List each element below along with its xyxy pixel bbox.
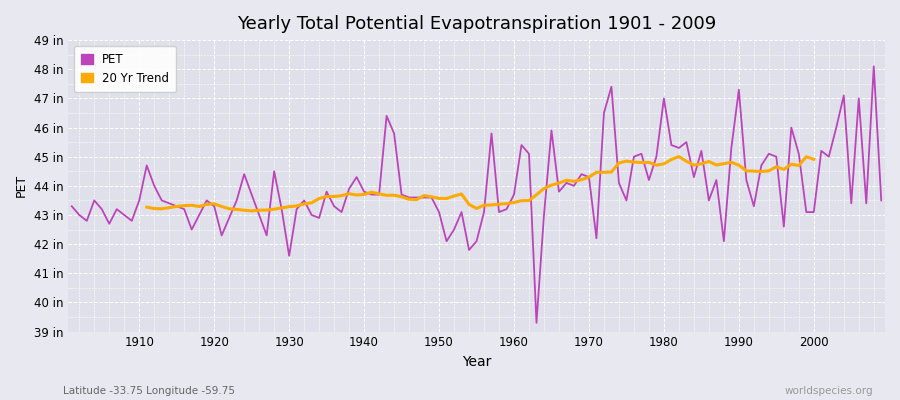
Text: Latitude -33.75 Longitude -59.75: Latitude -33.75 Longitude -59.75 [63,386,235,396]
Title: Yearly Total Potential Evapotranspiration 1901 - 2009: Yearly Total Potential Evapotranspiratio… [237,15,716,33]
Legend: PET, 20 Yr Trend: PET, 20 Yr Trend [74,46,176,92]
X-axis label: Year: Year [462,355,491,369]
Y-axis label: PET: PET [15,174,28,198]
Text: worldspecies.org: worldspecies.org [785,386,873,396]
